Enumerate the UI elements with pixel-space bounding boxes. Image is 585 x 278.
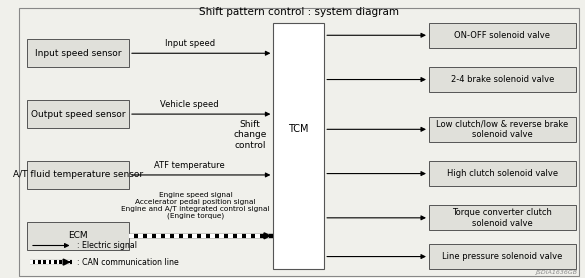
Text: Output speed sensor: Output speed sensor <box>31 110 125 119</box>
Text: Torque converter clutch
solenoid valve: Torque converter clutch solenoid valve <box>453 208 552 227</box>
FancyBboxPatch shape <box>429 244 576 269</box>
FancyBboxPatch shape <box>273 23 324 269</box>
FancyBboxPatch shape <box>27 100 129 128</box>
Text: 2-4 brake solenoid valve: 2-4 brake solenoid valve <box>451 75 554 84</box>
FancyBboxPatch shape <box>429 161 576 186</box>
Text: Low clutch/low & reverse brake
solenoid valve: Low clutch/low & reverse brake solenoid … <box>436 120 569 139</box>
Text: High clutch solenoid valve: High clutch solenoid valve <box>447 169 558 178</box>
Text: ECM: ECM <box>68 231 88 240</box>
Text: TCM: TCM <box>288 124 309 134</box>
Text: Input speed sensor: Input speed sensor <box>35 49 121 58</box>
FancyBboxPatch shape <box>27 222 129 250</box>
Text: : Electric signal: : Electric signal <box>77 241 137 250</box>
FancyBboxPatch shape <box>429 205 576 230</box>
Text: Engine speed signal
Accelerator pedal position signal
Engine and A/T integrated : Engine speed signal Accelerator pedal po… <box>121 192 270 219</box>
FancyBboxPatch shape <box>429 23 576 48</box>
FancyBboxPatch shape <box>429 117 576 142</box>
Text: Shift
change
control: Shift change control <box>233 120 267 150</box>
Text: Line pressure solenoid valve: Line pressure solenoid valve <box>442 252 563 261</box>
FancyBboxPatch shape <box>27 161 129 189</box>
Text: : CAN communication line: : CAN communication line <box>77 258 179 267</box>
Text: Input speed: Input speed <box>164 39 215 48</box>
Text: Vehicle speed: Vehicle speed <box>160 100 219 109</box>
FancyBboxPatch shape <box>27 39 129 67</box>
Text: ON-OFF solenoid valve: ON-OFF solenoid valve <box>455 31 550 40</box>
Text: JSDIA1636GB: JSDIA1636GB <box>535 270 577 275</box>
FancyBboxPatch shape <box>429 67 576 92</box>
Text: A/T fluid temperature sensor: A/T fluid temperature sensor <box>13 170 143 180</box>
Text: Shift pattern control : system diagram: Shift pattern control : system diagram <box>199 7 399 17</box>
Text: ATF temperature: ATF temperature <box>154 161 225 170</box>
